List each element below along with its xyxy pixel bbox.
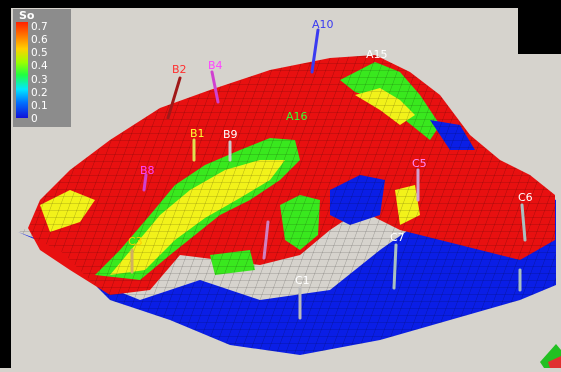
legend-tick: 0.1: [31, 100, 48, 112]
well-label-b1: B1: [190, 127, 205, 140]
well-label-a15: A15: [366, 48, 388, 61]
well-label-b4: B4: [208, 59, 223, 72]
color-legend: So 0.7 0.6 0.5 0.4 0.3 0.2 0.1 0: [13, 9, 71, 127]
well-label-a16: A16: [286, 110, 308, 123]
well-label-c7: C7: [390, 231, 405, 244]
overlay-black-box: [518, 8, 561, 54]
legend-color-bar: [16, 22, 28, 118]
legend-tick: 0.6: [31, 34, 48, 46]
well-bores: [130, 28, 527, 320]
well-label-b2: B2: [172, 63, 187, 76]
well-label-c5: C5: [412, 157, 427, 170]
frame-left-border: [0, 0, 11, 368]
well-label-b8: B8: [140, 164, 155, 177]
legend-tick: 0.2: [31, 87, 48, 99]
legend-tick: 0.7: [31, 21, 48, 33]
legend-tick: 0.3: [31, 74, 48, 86]
legend-title: So: [19, 9, 35, 22]
frame-top-border: [0, 0, 561, 8]
legend-tick: 0.4: [31, 60, 48, 72]
legend-tick: 0.5: [31, 47, 48, 59]
well-label-c1: C1: [295, 274, 310, 287]
well-label-a10: A10: [312, 18, 334, 31]
well-label-c3: C3: [128, 235, 143, 248]
well-label-b9: B9: [223, 128, 238, 141]
well-label-c6: C6: [518, 191, 533, 204]
legend-tick: 0: [31, 113, 38, 125]
